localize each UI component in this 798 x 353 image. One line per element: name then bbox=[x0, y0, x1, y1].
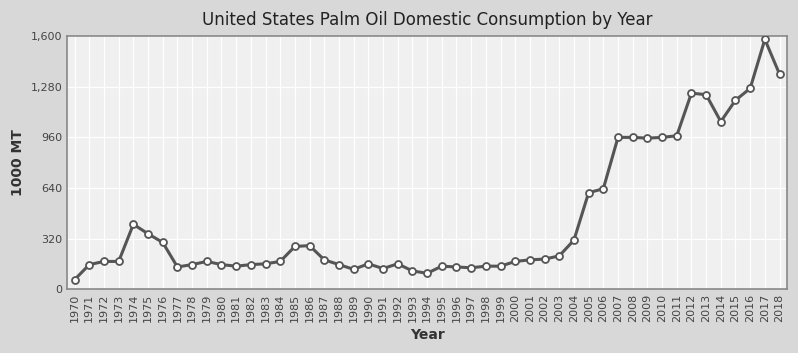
Y-axis label: 1000 MT: 1000 MT bbox=[11, 129, 25, 196]
Title: United States Palm Oil Domestic Consumption by Year: United States Palm Oil Domestic Consumpt… bbox=[202, 11, 652, 29]
X-axis label: Year: Year bbox=[409, 328, 444, 342]
